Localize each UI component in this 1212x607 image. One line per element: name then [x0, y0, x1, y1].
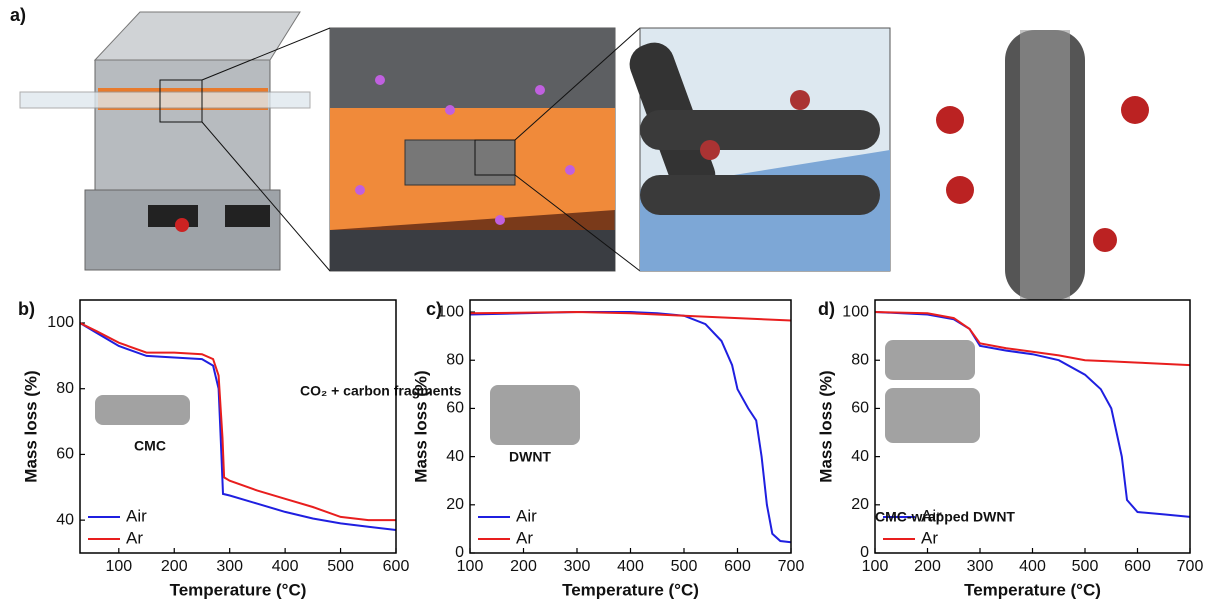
x-tick-label: 500: [327, 558, 354, 575]
annotation: CMC: [134, 438, 166, 454]
y-tick-label: 100: [47, 314, 74, 331]
y-tick-label: 60: [56, 446, 74, 463]
x-tick-label: 600: [724, 558, 751, 575]
y-tick-label: 80: [851, 351, 869, 368]
x-tick-label: 300: [967, 558, 994, 575]
data-line: [80, 323, 396, 530]
figure: a) b) 40 60 80 100 100 200 300 400 500: [0, 0, 1212, 607]
x-axis-title: Temperature (°C): [562, 580, 699, 599]
nanotube-illustration: [624, 28, 1149, 300]
y-tick-label: 20: [851, 496, 869, 513]
y-axis-title: Mass loss (%): [816, 370, 835, 482]
y-tick-label: 100: [842, 303, 869, 320]
inset-illustration: [885, 388, 980, 443]
x-tick-label: 700: [778, 558, 805, 575]
panel-label: d): [818, 299, 835, 319]
x-tick-label: 300: [216, 558, 243, 575]
panel-label: a): [10, 5, 26, 25]
y-tick-label: 40: [851, 448, 869, 465]
data-line: [470, 312, 791, 321]
x-tick-label: 200: [510, 558, 537, 575]
legend-label: Ar: [921, 528, 938, 547]
y-tick-label: 40: [56, 511, 74, 528]
x-tick-label: 700: [1177, 558, 1204, 575]
x-tick-label: 400: [1019, 558, 1046, 575]
x-tick-label: 300: [564, 558, 591, 575]
y-tick-label: 80: [56, 380, 74, 397]
y-axis-title: Mass loss (%): [21, 370, 40, 482]
annotation: CO₂ + carbon fragments: [300, 383, 462, 399]
inset-illustration: [490, 385, 580, 445]
x-tick-label: 100: [105, 558, 132, 575]
x-axis-title: Temperature (°C): [170, 580, 307, 599]
panel-label: b): [18, 299, 35, 319]
y-tick-label: 20: [446, 496, 464, 513]
legend-label: Ar: [516, 528, 533, 547]
y-axis-title: Mass loss (%): [411, 370, 430, 482]
y-tick-label: 80: [446, 351, 464, 368]
y-tick-label: 100: [437, 303, 464, 320]
x-tick-label: 400: [272, 558, 299, 575]
x-tick-label: 600: [1124, 558, 1151, 575]
x-tick-label: 400: [617, 558, 644, 575]
legend-label: Ar: [126, 528, 143, 547]
annotation: CMC-wrapped DWNT: [875, 509, 1015, 525]
inset-illustration: [95, 395, 190, 425]
x-tick-label: 600: [383, 558, 410, 575]
y-tick-label: 60: [851, 400, 869, 417]
x-tick-label: 200: [161, 558, 188, 575]
legend-label: Air: [126, 506, 147, 525]
y-tick-label: 40: [446, 448, 464, 465]
y-tick-label: 60: [446, 400, 464, 417]
x-tick-label: 100: [862, 558, 889, 575]
inset-illustration: [885, 340, 975, 380]
annotation: DWNT: [509, 449, 551, 465]
furnace-illustration: [20, 12, 310, 270]
x-tick-label: 500: [1072, 558, 1099, 575]
x-tick-label: 500: [671, 558, 698, 575]
x-tick-label: 100: [457, 558, 484, 575]
x-tick-label: 200: [914, 558, 941, 575]
legend-label: Air: [516, 506, 537, 525]
x-axis-title: Temperature (°C): [964, 580, 1101, 599]
